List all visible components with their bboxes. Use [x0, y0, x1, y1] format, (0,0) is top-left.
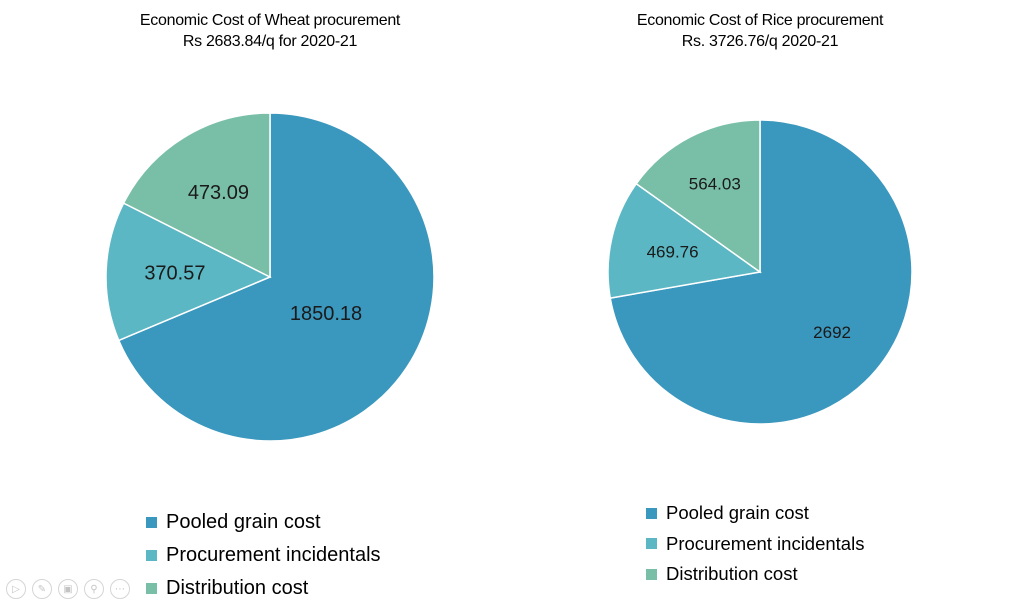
legend-swatch-distribution [146, 583, 157, 594]
wheat-legend-item-pooled: Pooled grain cost [146, 506, 381, 539]
legend-label-pooled: Pooled grain cost [666, 502, 809, 524]
wheat-slice-distribution [122, 112, 271, 279]
rice-legend-item-distribution: Distribution cost [646, 559, 864, 590]
rice-legend: Pooled grain cost Procurement incidental… [646, 498, 864, 590]
wheat-data-label-pooled: 1850.18 [290, 303, 362, 325]
rice-chart-subtitle: Rs. 3726.76/q 2020-21 [681, 33, 839, 50]
wheat-slice-procurement [105, 202, 272, 342]
legend-label-pooled: Pooled grain cost [166, 511, 321, 533]
legend-label-distribution: Distribution cost [666, 563, 798, 585]
play-icon[interactable]: ▷ [6, 579, 26, 599]
rice-data-label-procurement: 469.76 [647, 243, 699, 262]
legend-swatch-procurement [146, 550, 157, 561]
rice-data-label-pooled: 2692 [813, 323, 851, 342]
rice-pie-chart: 2692 469.76 564.03 [607, 119, 913, 425]
legend-swatch-pooled [646, 507, 657, 519]
rice-chart-title: Economic Cost of Rice procurement Rs. 37… [560, 10, 960, 52]
wheat-chart-title-line: Economic Cost of Wheat procurement [139, 12, 401, 29]
zoom-icon[interactable]: ⚲ [84, 579, 104, 599]
wheat-chart-subtitle: Rs 2683.84/q for 2020-21 [182, 33, 358, 50]
slides-icon[interactable]: ▣ [58, 579, 78, 599]
wheat-chart-title: Economic Cost of Wheat procurement Rs 26… [70, 10, 470, 52]
rice-legend-item-procurement: Procurement incidentals [646, 529, 864, 560]
wheat-data-label-distribution: 473.09 [188, 182, 249, 204]
more-icon[interactable]: ⋯ [110, 579, 130, 599]
legend-label-procurement: Procurement incidentals [666, 532, 865, 554]
rice-slice-distribution [635, 119, 761, 274]
legend-label-procurement: Procurement incidentals [166, 544, 381, 566]
rice-data-label-distribution: 564.03 [689, 175, 741, 194]
rice-chart-title-line: Economic Cost of Rice procurement [636, 12, 884, 29]
wheat-legend: Pooled grain cost Procurement incidental… [146, 506, 381, 605]
legend-swatch-procurement [646, 538, 657, 550]
wheat-slice-pooled [117, 112, 435, 442]
rice-legend-item-pooled: Pooled grain cost [646, 498, 864, 529]
rice-slice-procurement [607, 182, 762, 299]
legend-label-distribution: Distribution cost [166, 577, 309, 599]
wheat-legend-item-procurement: Procurement incidentals [146, 539, 381, 572]
pen-icon[interactable]: ✎ [32, 579, 52, 599]
legend-swatch-distribution [646, 568, 657, 580]
wheat-legend-item-distribution: Distribution cost [146, 572, 381, 605]
wheat-pie-chart: 1850.18 370.57 473.09 [105, 112, 435, 442]
legend-swatch-pooled [146, 517, 157, 528]
wheat-data-label-procurement: 370.57 [144, 263, 205, 285]
slideshow-controls: ▷ ✎ ▣ ⚲ ⋯ [6, 579, 130, 599]
